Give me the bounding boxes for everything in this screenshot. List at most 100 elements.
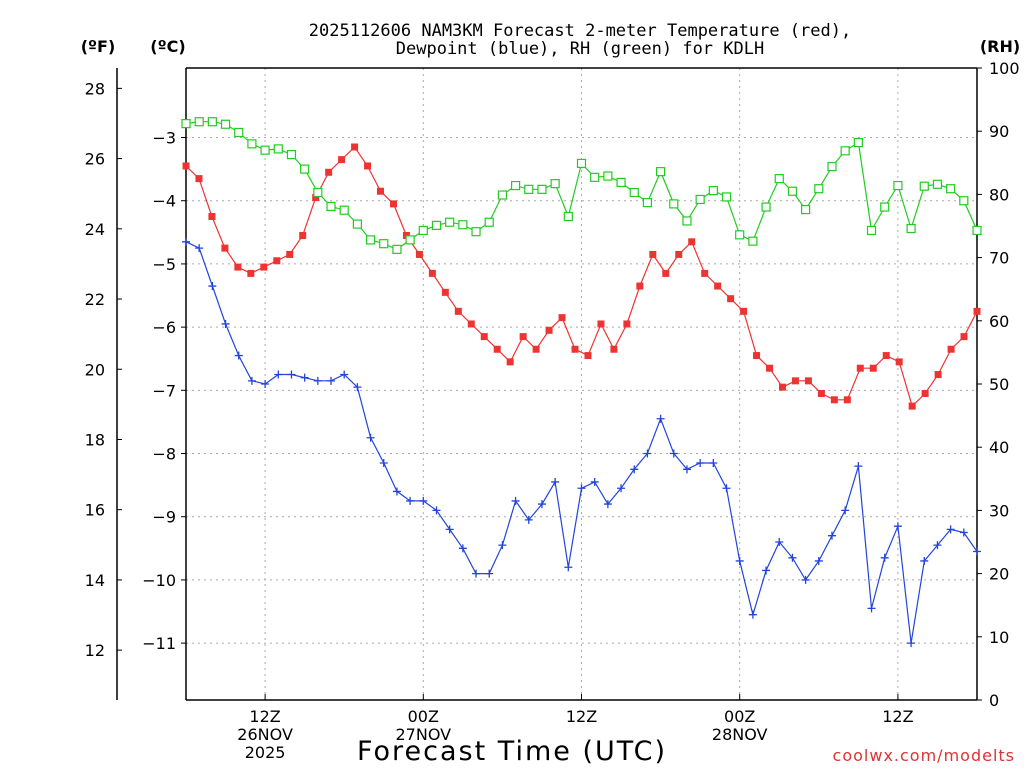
- data-point-marker: [299, 231, 307, 239]
- data-point-marker: [801, 575, 810, 584]
- data-point-marker: [220, 119, 231, 129]
- fahrenheit-tick-label: 14: [85, 571, 105, 590]
- fahrenheit-tick-label: 26: [85, 150, 105, 169]
- data-point-marker: [656, 414, 665, 423]
- data-point-marker: [788, 553, 797, 562]
- data-point-marker: [946, 525, 955, 534]
- data-point-marker: [727, 295, 735, 303]
- data-point-marker: [843, 396, 851, 404]
- data-point-marker: [880, 553, 889, 562]
- data-point-marker: [208, 282, 217, 291]
- rh-tick-label: 70: [989, 249, 1009, 268]
- data-point-marker: [649, 250, 657, 258]
- data-point-marker: [312, 194, 320, 202]
- data-point-marker: [636, 282, 644, 290]
- credit-text: coolwx.com/modelts: [833, 746, 1015, 765]
- celsius-tick-label: −3: [152, 129, 176, 148]
- data-point-marker: [564, 563, 573, 572]
- data-point-marker: [418, 225, 428, 236]
- data-point-marker: [775, 538, 784, 546]
- data-point-marker: [524, 515, 533, 524]
- data-point-marker: [960, 333, 968, 341]
- data-point-marker: [895, 358, 903, 366]
- data-point-marker: [655, 167, 666, 177]
- data-point-marker: [682, 216, 692, 226]
- axes: [116, 67, 982, 701]
- rh-tick-label: 40: [989, 438, 1009, 457]
- data-point-marker: [537, 500, 546, 509]
- celsius-tick-label: −7: [152, 381, 176, 400]
- data-point-marker: [893, 180, 903, 191]
- data-point-marker: [709, 459, 718, 467]
- data-point-marker: [326, 201, 336, 212]
- data-point-marker: [571, 345, 579, 353]
- series-line: [185, 241, 978, 644]
- data-point-marker: [532, 345, 540, 353]
- data-point-marker: [827, 531, 836, 540]
- data-point-marker: [181, 119, 191, 129]
- data-point-marker: [714, 282, 722, 290]
- data-point-marker: [519, 333, 527, 341]
- rh-tick-label: 20: [989, 565, 1009, 584]
- celsius-tick-label: −6: [152, 318, 176, 337]
- rh-tick-label: 60: [989, 312, 1009, 331]
- data-point-marker: [428, 269, 436, 277]
- data-point-marker: [814, 184, 824, 194]
- data-point-marker: [524, 184, 534, 194]
- x-tick-label: 12Z: [882, 707, 913, 726]
- data-point-marker: [365, 235, 376, 245]
- data-point-marker: [817, 389, 825, 397]
- data-point-marker: [973, 547, 981, 556]
- celsius-tick-label: −10: [142, 571, 176, 590]
- data-point-marker: [286, 149, 297, 160]
- data-point-marker: [458, 544, 467, 553]
- data-point-marker: [669, 199, 679, 209]
- data-point-marker: [497, 190, 507, 200]
- data-point-marker: [247, 269, 255, 277]
- data-point-marker: [274, 370, 283, 379]
- data-point-marker: [273, 144, 283, 154]
- data-point-marker: [597, 320, 605, 328]
- data-point-marker: [392, 487, 401, 496]
- data-point-marker: [432, 506, 441, 515]
- data-point-marker: [688, 238, 696, 246]
- data-point-marker: [353, 383, 362, 392]
- celsius-tick-label: −9: [152, 508, 176, 527]
- data-point-marker: [577, 484, 586, 493]
- celsius-tick-label: −4: [152, 192, 176, 211]
- data-point-marker: [682, 465, 691, 474]
- chart-text: 2025112606 NAM3KM Forecast 2-meter Tempe…: [81, 21, 1020, 767]
- celsius-tick-label: −11: [142, 634, 176, 653]
- data-point-marker: [590, 172, 600, 182]
- x-tick-label: 00Z: [408, 707, 439, 726]
- celsius-axis-label: (ºC): [150, 37, 185, 56]
- data-point-marker: [973, 307, 981, 315]
- data-point-marker: [339, 205, 349, 215]
- fahrenheit-tick-label: 20: [85, 360, 105, 379]
- data-point-marker: [313, 376, 322, 385]
- data-point-marker: [827, 161, 837, 172]
- data-point-marker: [498, 541, 507, 550]
- data-point-marker: [610, 345, 618, 353]
- data-point-marker: [485, 569, 494, 578]
- data-point-marker: [511, 496, 520, 505]
- data-point-marker: [629, 187, 639, 198]
- data-point-marker: [766, 364, 774, 372]
- data-point-marker: [695, 194, 705, 205]
- data-point-marker: [563, 211, 573, 222]
- data-point-marker: [431, 220, 442, 230]
- data-point-marker: [537, 184, 547, 194]
- rh-axis-label: (RH): [980, 37, 1020, 56]
- data-point-marker: [287, 370, 296, 379]
- data-point-marker: [247, 376, 256, 385]
- data-point-marker: [313, 187, 323, 198]
- fahrenheit-axis-label: (ºF): [81, 37, 116, 56]
- x-tick-label: 12Z: [249, 707, 280, 726]
- x-tick-label: 27NOV: [396, 725, 452, 744]
- data-point-marker: [735, 230, 745, 240]
- data-point-marker: [740, 307, 748, 315]
- data-point-marker: [934, 371, 942, 379]
- data-point-marker: [762, 566, 771, 575]
- data-point-marker: [286, 250, 294, 258]
